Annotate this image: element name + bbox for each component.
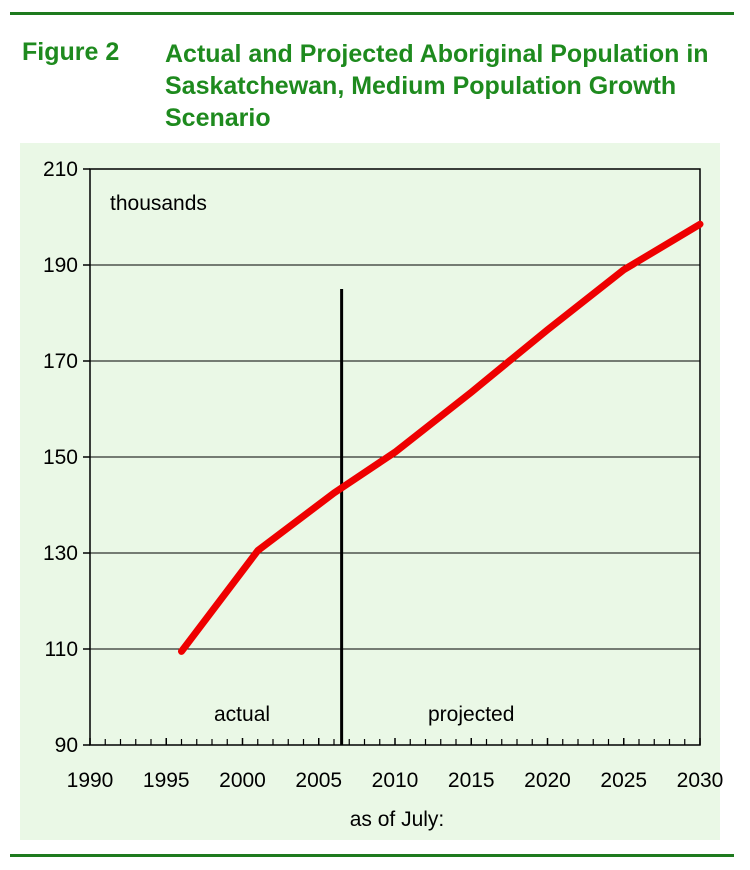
x-tick-label: 2010 xyxy=(372,769,419,792)
y-tick-labels: 90 110 130 150 170 190 210 xyxy=(43,158,78,757)
x-tick-label: 2030 xyxy=(677,769,724,792)
y-tick-label: 110 xyxy=(45,638,78,661)
y-tick-label: 210 xyxy=(43,158,78,181)
x-tick-label: 2015 xyxy=(448,769,495,792)
y-tick-label: 170 xyxy=(43,350,78,373)
x-tick-label: 1995 xyxy=(143,769,190,792)
series-line-0 xyxy=(178,220,704,655)
actual-annotation: actual xyxy=(214,703,270,726)
x-tick-label: 2025 xyxy=(600,769,647,792)
x-tick-label: 2005 xyxy=(295,769,342,792)
y-tick-label: 150 xyxy=(43,446,78,469)
y-tick-label: 130 xyxy=(43,542,78,565)
series-layer xyxy=(178,220,704,655)
bottom-rule xyxy=(10,854,734,857)
figure-title: Actual and Projected Aboriginal Populati… xyxy=(165,40,709,132)
x-tick-label: 2020 xyxy=(524,769,571,792)
x-tick-label: 1990 xyxy=(67,769,114,792)
grid-lines xyxy=(83,168,700,746)
x-tick-labels: 1990 1995 2000 2005 2010 2015 2020 2025 2030 xyxy=(67,769,724,792)
figure-label: Figure 2 xyxy=(22,38,120,66)
top-rule xyxy=(10,12,734,15)
x-tick-label: 2000 xyxy=(219,769,266,792)
projected-annotation: projected xyxy=(428,703,514,726)
x-axis-title: as of July: xyxy=(350,808,445,831)
unit-label: thousands xyxy=(110,192,207,215)
x-minor-ticks xyxy=(89,738,701,745)
y-tick-label: 190 xyxy=(43,254,78,277)
y-tick-label: 90 xyxy=(55,734,78,757)
chart-panel xyxy=(20,143,720,840)
